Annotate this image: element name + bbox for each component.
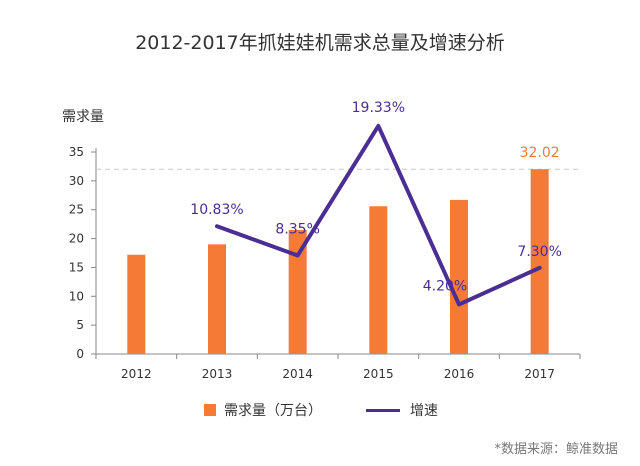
y-tick-label: 15 — [69, 260, 84, 274]
line-data-label: 19.33% — [352, 100, 405, 116]
legend-swatch-bar — [204, 404, 216, 416]
line-data-label: 10.83% — [190, 202, 243, 218]
legend-swatch-line — [366, 408, 400, 412]
bar-2013 — [208, 244, 226, 354]
bar-2016 — [450, 199, 468, 354]
line-data-label: 4.20% — [423, 278, 467, 294]
legend-item-line: 增速 — [366, 400, 438, 420]
growth-line — [215, 123, 542, 307]
bars-layer — [127, 169, 549, 354]
labels-layer: 32.02 10.83% 8.35% 19.33% 4.20% 7.30% — [190, 100, 562, 295]
y-tick-label: 10 — [69, 289, 84, 303]
x-tick-label: 2017 — [524, 367, 555, 381]
bar-data-label: 32.02 — [520, 145, 560, 161]
legend-label-bar: 需求量（万台） — [224, 403, 322, 419]
y-tick-label: 25 — [69, 203, 84, 217]
y-tick-label: 20 — [69, 232, 84, 246]
line-data-label: 8.35% — [275, 221, 319, 237]
legend-label-line: 增速 — [410, 403, 438, 419]
chart-title: 2012-2017年抓娃娃机需求总量及增速分析 — [135, 32, 505, 54]
y-tick-label: 30 — [69, 174, 84, 188]
y-tick-label: 35 — [69, 145, 84, 159]
line-layer — [215, 123, 542, 307]
x-tick-label: 2015 — [363, 367, 394, 381]
y-tick-label: 5 — [76, 318, 84, 332]
legend-item-bar: 需求量（万台） — [204, 400, 322, 420]
legend: 需求量（万台） 增速 — [204, 400, 482, 420]
bar-2014 — [288, 229, 307, 354]
y-tick-label: 0 — [76, 347, 84, 361]
bar-2017 — [530, 169, 549, 354]
y-axis-title: 需求量 — [62, 109, 104, 125]
x-tick-label: 2012 — [121, 367, 152, 381]
x-tick-label: 2013 — [202, 367, 233, 381]
x-tick-label: 2014 — [282, 367, 313, 381]
bar-2012 — [127, 254, 146, 354]
x-tick-label: 2016 — [444, 367, 475, 381]
bar-2015 — [369, 206, 388, 354]
line-data-label: 7.30% — [517, 244, 561, 260]
data-source-note: *数据来源：鲸准数据 — [494, 442, 618, 457]
axes-layer: 需求量 0 5 10 15 20 25 30 35 2012 2013 2014 2015 2016 201… — [62, 109, 581, 381]
